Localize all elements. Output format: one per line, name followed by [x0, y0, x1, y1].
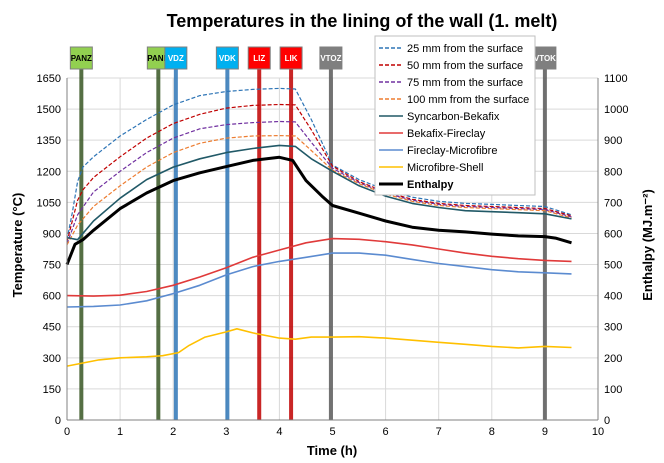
- y2-tick-label: 200: [604, 353, 622, 365]
- legend-entry: Microfibre-Shell: [407, 162, 483, 174]
- x-tick-label: 4: [276, 426, 282, 438]
- series-fireclay-microfibre: [66, 252, 572, 308]
- x-tick-label: 5: [329, 426, 335, 438]
- marker-box: [319, 46, 343, 70]
- series-microfibre-shell: [66, 328, 572, 367]
- y-tick-label: 600: [43, 291, 61, 303]
- y2-tick-label: 400: [604, 291, 622, 303]
- y-tick-label: 1650: [37, 73, 61, 85]
- marker-label: VDK: [219, 54, 236, 63]
- axes: 0150300450600750900105012001350150016500…: [37, 73, 629, 438]
- marker-bar: [156, 66, 161, 420]
- x-tick-label: 6: [383, 426, 389, 438]
- series-bekafix-fireclay: [66, 237, 572, 297]
- event-marker-lik: LIK: [279, 46, 303, 420]
- marker-bar: [328, 66, 333, 420]
- y-tick-label: 1050: [37, 197, 61, 209]
- x-tick-label: 7: [436, 426, 442, 438]
- chart-title: Temperatures in the lining of the wall (…: [167, 11, 558, 31]
- marker-bar: [79, 66, 84, 420]
- marker-bar: [542, 66, 547, 420]
- marker-label: VTOK: [534, 54, 556, 63]
- series-syncarbon-bekafix: [66, 144, 572, 241]
- marker-box: [164, 46, 188, 70]
- marker-box: [69, 46, 93, 70]
- x-tick-label: 10: [592, 426, 604, 438]
- legend-entry: 100 mm from the surface: [407, 94, 529, 106]
- x-tick-label: 3: [223, 426, 229, 438]
- x-tick-label: 9: [542, 426, 548, 438]
- legend: 25 mm from the surface 50 mm from the sur…: [374, 35, 536, 196]
- y2-tick-label: 1100: [604, 73, 628, 85]
- y-axis-title: Temperature (°C): [10, 193, 25, 298]
- x-tick-label: 1: [117, 426, 123, 438]
- event-marker-pank: PANK: [146, 46, 170, 420]
- series-100-mm-from-the-surface: [66, 135, 572, 246]
- x-tick-label: 0: [64, 426, 70, 438]
- y2-tick-label: 0: [604, 415, 610, 427]
- event-marker-panz: PANZ: [69, 46, 93, 420]
- series-50-mm-from-the-surface: [66, 103, 572, 242]
- y-tick-label: 150: [43, 384, 61, 396]
- marker-bar: [289, 66, 294, 420]
- y2-tick-label: 600: [604, 228, 622, 240]
- marker-label: LIZ: [253, 54, 265, 63]
- marker-label: VDZ: [168, 54, 184, 63]
- y-tick-label: 1350: [37, 135, 61, 147]
- event-marker-vtoz: VTOZ: [319, 46, 343, 420]
- y-tick-label: 450: [43, 322, 61, 334]
- event-marker-vdz: VDZ: [164, 46, 188, 420]
- y-tick-label: 1500: [37, 104, 61, 116]
- y2-tick-label: 800: [604, 166, 622, 178]
- series-lines: [65, 87, 572, 367]
- marker-bar: [225, 66, 230, 420]
- legend-entry: Enthalpy: [407, 179, 454, 191]
- y2-tick-label: 100: [604, 384, 622, 396]
- marker-label: PANZ: [71, 54, 92, 63]
- legend-entry: 75 mm from the surface: [407, 77, 523, 89]
- marker-box: [279, 46, 303, 70]
- x-tick-label: 2: [170, 426, 176, 438]
- marker-box: [215, 46, 239, 70]
- y-tick-label: 1200: [37, 166, 61, 178]
- series-enthalpy: [65, 155, 572, 266]
- y-tick-label: 300: [43, 353, 61, 365]
- event-marker-vtok: VTOK: [533, 46, 557, 420]
- y2-tick-label: 500: [604, 260, 622, 272]
- marker-bar: [257, 66, 262, 420]
- x-axis-title: Time (h): [307, 443, 357, 458]
- legend-entry: Syncarbon-Bekafix: [407, 111, 500, 123]
- y-tick-label: 750: [43, 260, 61, 272]
- y2-axis-title: Enthalpy (MJ.m⁻²): [640, 189, 655, 301]
- y-tick-label: 0: [55, 415, 61, 427]
- y2-tick-label: 1000: [604, 104, 628, 116]
- marker-bar: [173, 66, 178, 420]
- y-tick-label: 900: [43, 228, 61, 240]
- marker-box: [247, 46, 271, 70]
- marker-label: VTOZ: [320, 54, 341, 63]
- series-25-mm-from-the-surface: [66, 87, 572, 240]
- legend-entry: 25 mm from the surface: [407, 43, 523, 55]
- legend-entry: Bekafix-Fireclay: [407, 128, 486, 140]
- marker-label: PANK: [147, 54, 169, 63]
- legend-entry: Fireclay-Microfibre: [407, 145, 497, 157]
- legend-entry: 50 mm from the surface: [407, 60, 523, 72]
- series-75-mm-from-the-surface: [66, 120, 572, 245]
- y2-tick-label: 300: [604, 322, 622, 334]
- event-marker-vdk: VDK: [215, 46, 239, 420]
- marker-label: LIK: [285, 54, 298, 63]
- x-tick-label: 8: [489, 426, 495, 438]
- event-marker-liz: LIZ: [247, 46, 271, 420]
- y2-tick-label: 900: [604, 135, 622, 147]
- y2-tick-label: 700: [604, 197, 622, 209]
